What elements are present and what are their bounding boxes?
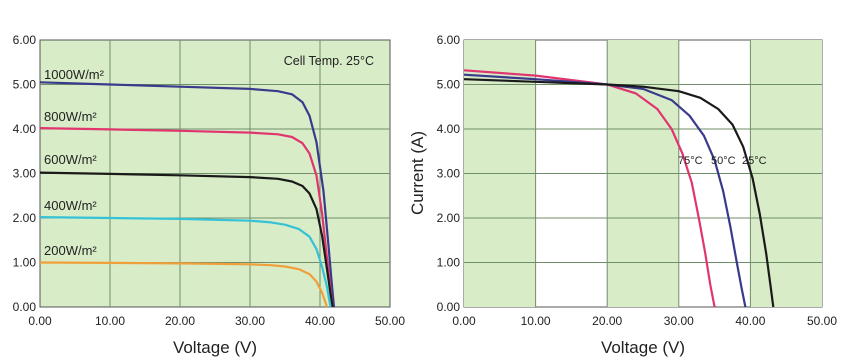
x-tick-label: 10.00 (521, 314, 551, 328)
x-tick-label: 10.00 (95, 314, 125, 328)
x-tick-label: 0.00 (28, 314, 52, 328)
right-x-tick-labels: 0.00 10.00 20.00 30.00 40.00 50.00 (452, 314, 837, 328)
left-series-line-0 (39, 81, 336, 308)
right-series-group (463, 69, 775, 308)
label-50c: 50°C (711, 155, 736, 167)
y-tick-label: 5.00 (437, 78, 461, 92)
x-tick-label: 0.00 (452, 314, 476, 328)
right-x-axis-title: Voltage (V) (601, 338, 685, 357)
right-y-tick-labels: 0.00 1.00 2.00 3.00 4.00 5.00 6.00 (437, 33, 461, 314)
right-grid (464, 40, 822, 307)
left-series-group (39, 81, 336, 308)
y-tick-label: 1.00 (437, 256, 461, 270)
y-tick-label: 0.00 (13, 300, 37, 314)
label-800w: 800W/m² (44, 109, 97, 124)
left-y-tick-labels: 0.00 1.00 2.00 3.00 4.00 5.00 6.00 (13, 33, 37, 314)
left-cell-temp-note: Cell Temp. 25°C (284, 54, 374, 68)
y-tick-label: 1.00 (13, 256, 37, 270)
left-series-line-1 (39, 127, 334, 308)
left-x-axis-title: Voltage (V) (173, 338, 257, 357)
left-series-line-4 (39, 261, 329, 308)
right-y-axis-title: Current (A) (408, 131, 427, 215)
y-tick-label: 2.00 (13, 211, 37, 225)
y-tick-label: 5.00 (13, 78, 37, 92)
left-chart: 0.00 10.00 20.00 30.00 40.00 50.00 0.00 1.00 2.… (13, 33, 406, 357)
x-tick-label: 30.00 (664, 314, 694, 328)
x-tick-label: 40.00 (735, 314, 765, 328)
x-tick-label: 20.00 (592, 314, 622, 328)
y-tick-label: 3.00 (437, 167, 461, 181)
right-chart: 0.00 10.00 20.00 30.00 40.00 50.00 0.00 1.00 2.… (408, 33, 837, 357)
x-tick-label: 50.00 (375, 314, 405, 328)
label-400w: 400W/m² (44, 198, 97, 213)
y-tick-label: 2.00 (437, 211, 461, 225)
left-series-line-2 (39, 171, 334, 308)
label-200w: 200W/m² (44, 243, 97, 258)
y-tick-label: 4.00 (437, 122, 461, 136)
label-25c: 25°C (742, 155, 767, 167)
left-series-line-3 (39, 216, 332, 308)
x-tick-label: 30.00 (235, 314, 265, 328)
y-tick-label: 6.00 (13, 33, 37, 47)
label-1000w: 1000W/m² (44, 67, 105, 82)
y-tick-label: 4.00 (13, 122, 37, 136)
y-tick-label: 6.00 (437, 33, 461, 47)
y-tick-label: 0.00 (437, 300, 461, 314)
x-tick-label: 50.00 (807, 314, 837, 328)
y-tick-label: 3.00 (13, 167, 37, 181)
label-75c: 75°C (678, 155, 703, 167)
right-series-line-2 (463, 78, 775, 308)
label-600w: 600W/m² (44, 152, 97, 167)
x-tick-label: 20.00 (165, 314, 195, 328)
left-x-tick-labels: 0.00 10.00 20.00 30.00 40.00 50.00 (28, 314, 405, 328)
x-tick-label: 40.00 (305, 314, 335, 328)
